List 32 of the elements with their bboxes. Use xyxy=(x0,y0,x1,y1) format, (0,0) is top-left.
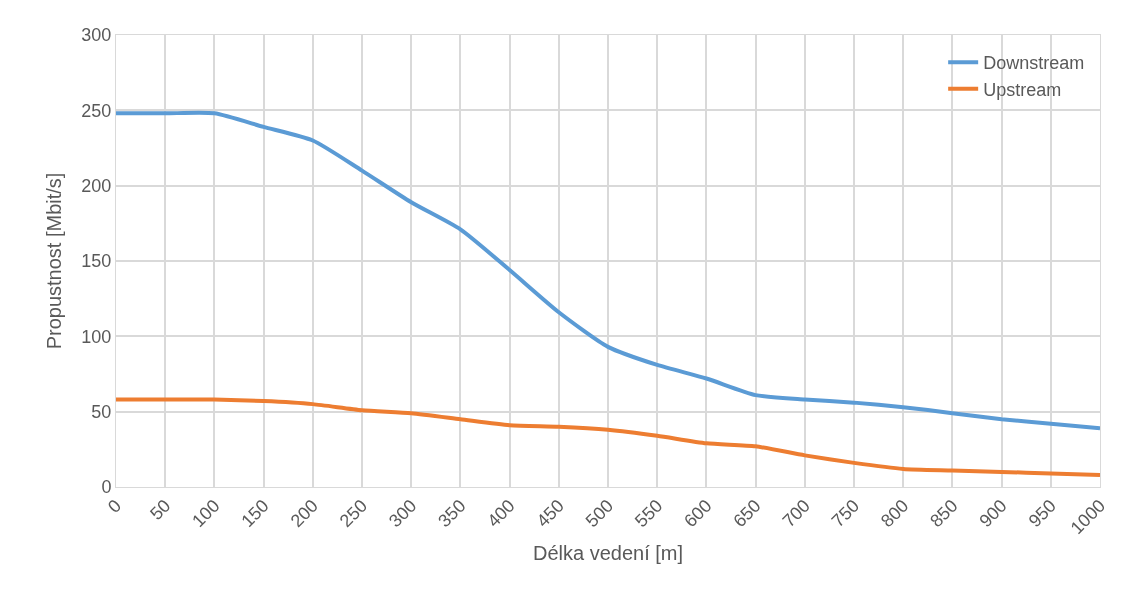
x-tick-label: 100 xyxy=(188,495,224,532)
x-tick-label: 900 xyxy=(975,495,1011,532)
x-tick-label: 300 xyxy=(385,495,421,532)
y-axis-title: Propustnost [Mbit/s] xyxy=(42,172,65,350)
x-tick-label: 800 xyxy=(877,495,913,532)
x-tick-label: 550 xyxy=(631,495,667,532)
legend-label: Downstream xyxy=(983,53,1085,74)
x-tick-label: 450 xyxy=(532,495,568,532)
x-tick-label: 850 xyxy=(926,495,962,532)
y-tick-label: 150 xyxy=(81,251,112,272)
x-tick-label: 950 xyxy=(1024,495,1060,532)
y-tick-label: 100 xyxy=(81,326,112,347)
y-tick-label: 50 xyxy=(91,401,112,422)
y-tick-label: 0 xyxy=(101,477,112,498)
y-tick-label: 200 xyxy=(81,175,112,196)
legend-label: Upstream xyxy=(983,79,1062,100)
x-tick-label: 750 xyxy=(827,495,864,532)
line-series xyxy=(116,397,1100,477)
x-tick-label: 350 xyxy=(434,495,470,532)
line-series xyxy=(116,110,1100,431)
y-tick-label: 250 xyxy=(81,100,112,121)
x-tick-label: 400 xyxy=(483,495,519,532)
x-tick-label: 250 xyxy=(335,495,372,532)
x-tick-label: 200 xyxy=(286,495,322,532)
x-tick-label: 150 xyxy=(237,495,273,532)
x-axis-title: Délka vedení [m] xyxy=(532,541,684,564)
x-tick-label: 700 xyxy=(778,495,814,532)
x-tick-label: 50 xyxy=(146,495,175,524)
x-tick-label: 650 xyxy=(729,495,765,532)
x-tick-label: 600 xyxy=(680,495,716,532)
y-tick-label: 300 xyxy=(81,25,112,46)
x-tick-label: 500 xyxy=(581,495,618,532)
